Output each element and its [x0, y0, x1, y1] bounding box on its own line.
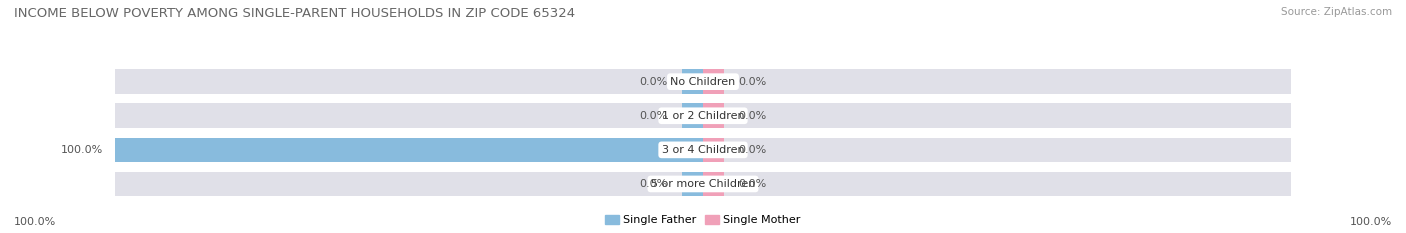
Text: 100.0%: 100.0% — [1350, 217, 1392, 227]
Bar — [682, 69, 703, 94]
Bar — [703, 103, 1291, 128]
Text: 5 or more Children: 5 or more Children — [651, 179, 755, 189]
Text: Source: ZipAtlas.com: Source: ZipAtlas.com — [1281, 7, 1392, 17]
Bar — [682, 103, 703, 128]
Bar — [115, 172, 703, 196]
Legend: Single Father, Single Mother: Single Father, Single Mother — [606, 215, 800, 225]
Text: 100.0%: 100.0% — [14, 217, 56, 227]
Bar — [682, 172, 703, 196]
Bar — [115, 69, 703, 94]
Text: 0.0%: 0.0% — [738, 77, 766, 87]
Bar — [115, 137, 703, 162]
Bar — [703, 137, 1291, 162]
Text: 0.0%: 0.0% — [640, 111, 668, 121]
Text: 3 or 4 Children: 3 or 4 Children — [662, 145, 744, 155]
Bar — [703, 172, 724, 196]
Bar — [115, 103, 703, 128]
Text: 1 or 2 Children: 1 or 2 Children — [662, 111, 744, 121]
Text: 0.0%: 0.0% — [640, 179, 668, 189]
Text: 0.0%: 0.0% — [738, 179, 766, 189]
Bar — [703, 69, 1291, 94]
Text: 0.0%: 0.0% — [640, 77, 668, 87]
Text: 0.0%: 0.0% — [738, 145, 766, 155]
Bar — [703, 172, 1291, 196]
Bar — [115, 137, 703, 162]
Text: 100.0%: 100.0% — [60, 145, 103, 155]
Bar — [703, 137, 724, 162]
Bar — [703, 103, 724, 128]
Text: No Children: No Children — [671, 77, 735, 87]
Text: INCOME BELOW POVERTY AMONG SINGLE-PARENT HOUSEHOLDS IN ZIP CODE 65324: INCOME BELOW POVERTY AMONG SINGLE-PARENT… — [14, 7, 575, 20]
Text: 0.0%: 0.0% — [738, 111, 766, 121]
Bar — [703, 69, 724, 94]
